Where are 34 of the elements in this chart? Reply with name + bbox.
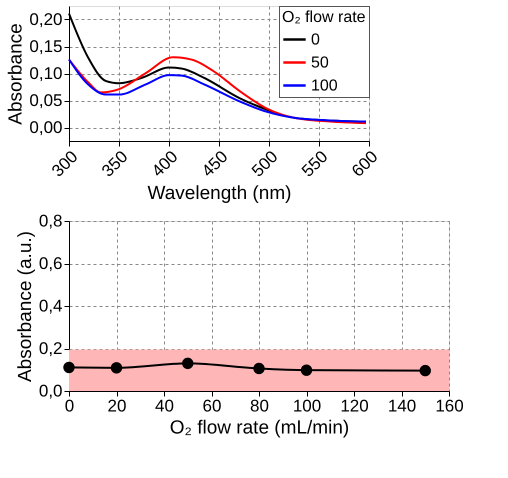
x-tick-label: 120: [340, 396, 369, 416]
y-tick-label: 0,10: [29, 64, 62, 83]
x-tick-label: 550: [298, 147, 332, 181]
x-tick-label: 40: [155, 396, 174, 416]
x-tick-label: 100: [292, 396, 322, 416]
x-tick-label: 500: [248, 147, 282, 181]
y-axis-title: Absorbance (a.u.): [14, 230, 36, 382]
y-tick-label: 0,00: [29, 118, 62, 137]
x-tick-label: 350: [98, 147, 132, 181]
y-tick-label: 0,6: [38, 254, 62, 273]
y-axis-title: Absorbance: [5, 23, 26, 125]
legend-label: 50: [311, 54, 329, 72]
x-axis-title: Wavelength (nm): [148, 182, 292, 204]
y-tick-label: 0,2: [38, 339, 62, 358]
y-tick-label: 0,4: [38, 296, 62, 316]
legend-label: 100: [311, 78, 338, 94]
x-tick-label: 0: [64, 396, 74, 416]
x-axis-title: O₂ flow rate (mL/min): [170, 418, 350, 438]
x-tick-label: 80: [250, 396, 269, 416]
legend-label: 0: [311, 32, 320, 48]
x-tick-label: 600: [348, 147, 382, 181]
y-tick-label: 0,0: [38, 382, 62, 400]
x-tick-label: 400: [148, 147, 182, 181]
y-tick-label: 0,20: [29, 10, 62, 29]
x-tick-label: 300: [48, 147, 82, 181]
y-tick-label: 0,05: [29, 91, 62, 110]
x-tick-label: 160: [435, 396, 464, 416]
x-tick-label: 60: [202, 396, 222, 416]
legend-title: O₂ flow rate: [282, 9, 366, 26]
x-tick-label: 20: [108, 396, 126, 416]
x-tick-label: 450: [198, 147, 232, 181]
y-tick-label: 0,15: [29, 37, 62, 56]
y-tick-label: 0,8: [38, 212, 62, 230]
x-tick-label: 140: [388, 396, 416, 416]
